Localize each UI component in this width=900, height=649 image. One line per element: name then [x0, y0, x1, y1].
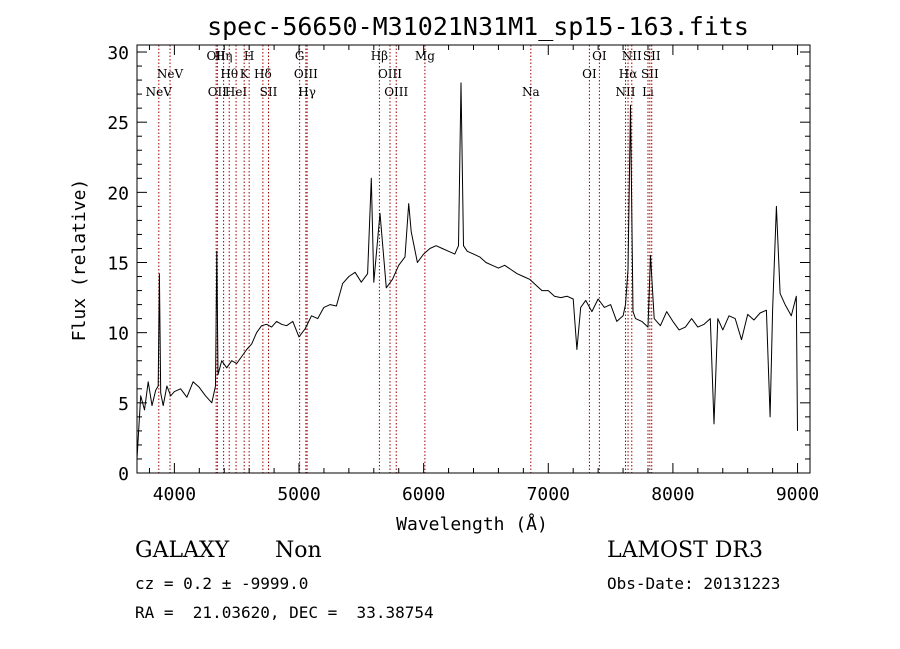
- marker-label: OIII: [294, 67, 318, 81]
- marker-label: G: [295, 49, 305, 63]
- marker-label: OII: [208, 85, 228, 99]
- marker-label: SII: [641, 67, 659, 81]
- x-tick-label: 9000: [776, 484, 819, 505]
- emission-line-markers: NeVNeVOIIOIIHηHθHeIKHHδSIIGOIIIHγHβOIIIO…: [146, 45, 661, 473]
- x-tick-label: 6000: [402, 484, 445, 505]
- marker-label: NII: [616, 85, 636, 99]
- marker-label: Li: [642, 85, 654, 99]
- y-tick-label: 30: [107, 43, 129, 64]
- x-axis-label: Wavelength (Å): [396, 513, 548, 535]
- marker-label: NeV: [157, 67, 184, 81]
- marker-label: OI: [592, 49, 607, 63]
- marker-label: Hγ: [298, 85, 316, 99]
- object-subclass: Non: [275, 538, 322, 563]
- y-axis-label: Flux (relative): [69, 179, 90, 342]
- y-tick-label: 10: [107, 324, 129, 345]
- survey-name: LAMOST DR3: [607, 538, 763, 563]
- x-tick-label: 4000: [153, 484, 196, 505]
- marker-label: SII: [260, 85, 278, 99]
- marker-label: HeI: [225, 85, 248, 99]
- marker-label: OII: [206, 49, 226, 63]
- y-axis: 0 5 10 15 20 25 30: [107, 43, 810, 485]
- y-tick-label: 20: [107, 183, 129, 204]
- marker-label: Mg: [415, 49, 435, 63]
- chart-title: spec-56650-M31021N31M1_sp15-163.fits: [207, 12, 749, 41]
- object-class: GALAXY: [135, 538, 230, 563]
- marker-label: Na: [522, 85, 540, 99]
- x-tick-label: 8000: [651, 484, 694, 505]
- marker-label: Hα: [619, 67, 638, 81]
- y-tick-label: 5: [118, 394, 129, 415]
- plot-frame: [136, 44, 811, 474]
- marker-label: SII: [643, 49, 661, 63]
- marker-label: Hθ: [220, 67, 238, 81]
- marker-label: OIII: [378, 67, 402, 81]
- y-tick-label: 25: [107, 113, 129, 134]
- marker-label: Hη: [215, 49, 233, 63]
- marker-label: NeV: [146, 85, 173, 99]
- y-tick-label: 15: [107, 254, 129, 275]
- marker-label: Hδ: [254, 67, 272, 81]
- marker-label: K: [240, 67, 250, 81]
- y-tick-label: 0: [118, 464, 129, 485]
- coordinates-line: RA = 21.03620, DEC = 33.38754: [135, 603, 434, 622]
- x-axis: 4000 5000 6000 7000 8000 9000: [148, 45, 819, 505]
- marker-label: H: [244, 49, 254, 63]
- spectrum-line: [136, 82, 798, 460]
- x-tick-label: 5000: [277, 484, 320, 505]
- redshift-line: cz = 0.2 ± -9999.0: [135, 574, 309, 593]
- marker-label: NII: [622, 49, 642, 63]
- marker-label: OIII: [384, 85, 408, 99]
- obs-date-line: Obs-Date: 20131223: [607, 574, 781, 593]
- x-tick-label: 7000: [527, 484, 570, 505]
- marker-label: OI: [582, 67, 597, 81]
- marker-label: Hβ: [371, 49, 388, 63]
- spectrum-series: [136, 82, 798, 460]
